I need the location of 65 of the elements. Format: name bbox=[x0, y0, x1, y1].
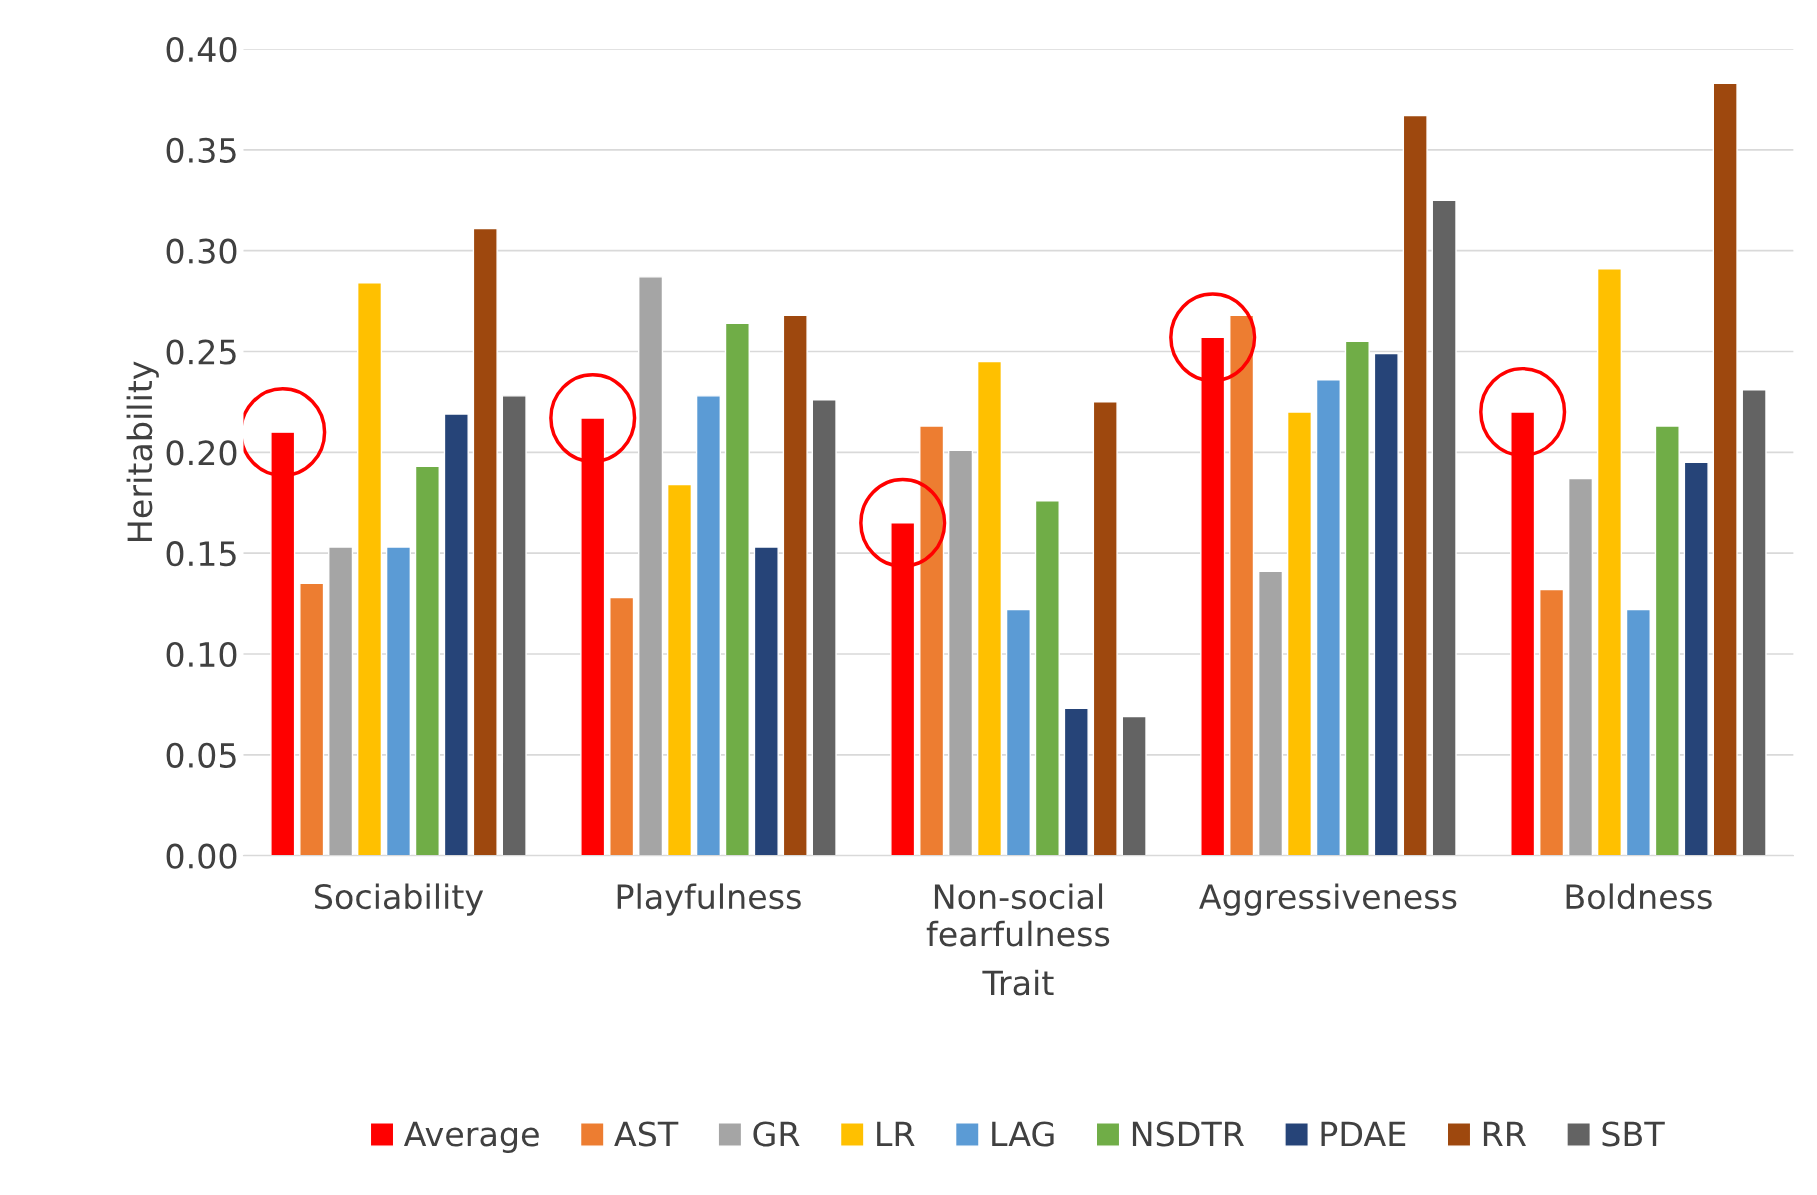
y-tick-label: 0.00 bbox=[166, 843, 237, 869]
bar bbox=[385, 546, 412, 856]
y-axis-title: Heritability bbox=[126, 361, 159, 541]
legend-label: PDAE bbox=[1321, 1121, 1406, 1147]
x-tick-label: Playfulness bbox=[617, 883, 801, 916]
bar bbox=[1567, 477, 1594, 856]
bar bbox=[1092, 401, 1118, 856]
bar bbox=[638, 276, 664, 856]
legend-label: RR bbox=[1483, 1121, 1527, 1147]
legend-label: AST bbox=[614, 1121, 679, 1147]
bar bbox=[609, 596, 635, 856]
bar bbox=[356, 282, 383, 856]
bar bbox=[1257, 570, 1284, 856]
bar bbox=[666, 483, 693, 856]
bar bbox=[1539, 588, 1565, 856]
bar bbox=[948, 449, 974, 856]
x-tick-label: Aggressiveness bbox=[1199, 883, 1457, 916]
legend-label: GR bbox=[753, 1121, 800, 1147]
bar bbox=[414, 465, 440, 856]
bar bbox=[472, 227, 498, 856]
y-tick-label: 0.20 bbox=[166, 440, 237, 466]
bar bbox=[443, 413, 469, 856]
legend-label: SBT bbox=[1602, 1121, 1665, 1147]
bar bbox=[919, 425, 945, 856]
bar bbox=[1431, 199, 1457, 856]
y-tick-label: 0.40 bbox=[166, 36, 237, 63]
bar bbox=[1402, 114, 1428, 856]
bar bbox=[811, 399, 837, 856]
y-tick-label: 0.30 bbox=[166, 238, 237, 264]
bar bbox=[1005, 608, 1031, 856]
bar bbox=[328, 546, 354, 856]
bar bbox=[1596, 268, 1623, 856]
bar bbox=[1654, 425, 1680, 856]
bar bbox=[1373, 352, 1399, 856]
bar bbox=[1344, 340, 1370, 856]
bar bbox=[1741, 389, 1767, 856]
bar bbox=[695, 395, 722, 856]
x-tick-label: Boldness bbox=[1566, 883, 1712, 910]
y-tick-label: 0.10 bbox=[166, 641, 237, 668]
x-tick-label: Sociability bbox=[315, 883, 484, 916]
bar bbox=[782, 314, 808, 856]
bar bbox=[1683, 461, 1709, 856]
bar bbox=[753, 546, 779, 856]
bar bbox=[1286, 411, 1313, 856]
y-tick-label: 0.15 bbox=[166, 541, 236, 567]
bar bbox=[1034, 500, 1060, 856]
legend-label: LAG bbox=[992, 1121, 1054, 1147]
y-tick-label: 0.25 bbox=[166, 339, 236, 365]
y-tick-label: 0.05 bbox=[166, 742, 236, 768]
bar bbox=[1229, 314, 1255, 856]
legend-label: Average bbox=[403, 1121, 539, 1154]
bar bbox=[299, 582, 325, 856]
legend-label: LR bbox=[877, 1121, 915, 1147]
bar bbox=[976, 360, 1003, 856]
x-tick-label: Non-social fearfulness bbox=[926, 883, 1110, 947]
bar bbox=[724, 322, 750, 856]
x-axis-title: Trait bbox=[982, 969, 1054, 996]
y-tick-label: 0.35 bbox=[166, 137, 236, 163]
legend-label: NSDTR bbox=[1132, 1121, 1244, 1147]
bar bbox=[1625, 608, 1651, 856]
bar bbox=[1712, 82, 1738, 856]
bar bbox=[1121, 715, 1147, 856]
bar bbox=[1315, 379, 1341, 856]
bar bbox=[1063, 707, 1089, 856]
bar bbox=[501, 395, 527, 856]
